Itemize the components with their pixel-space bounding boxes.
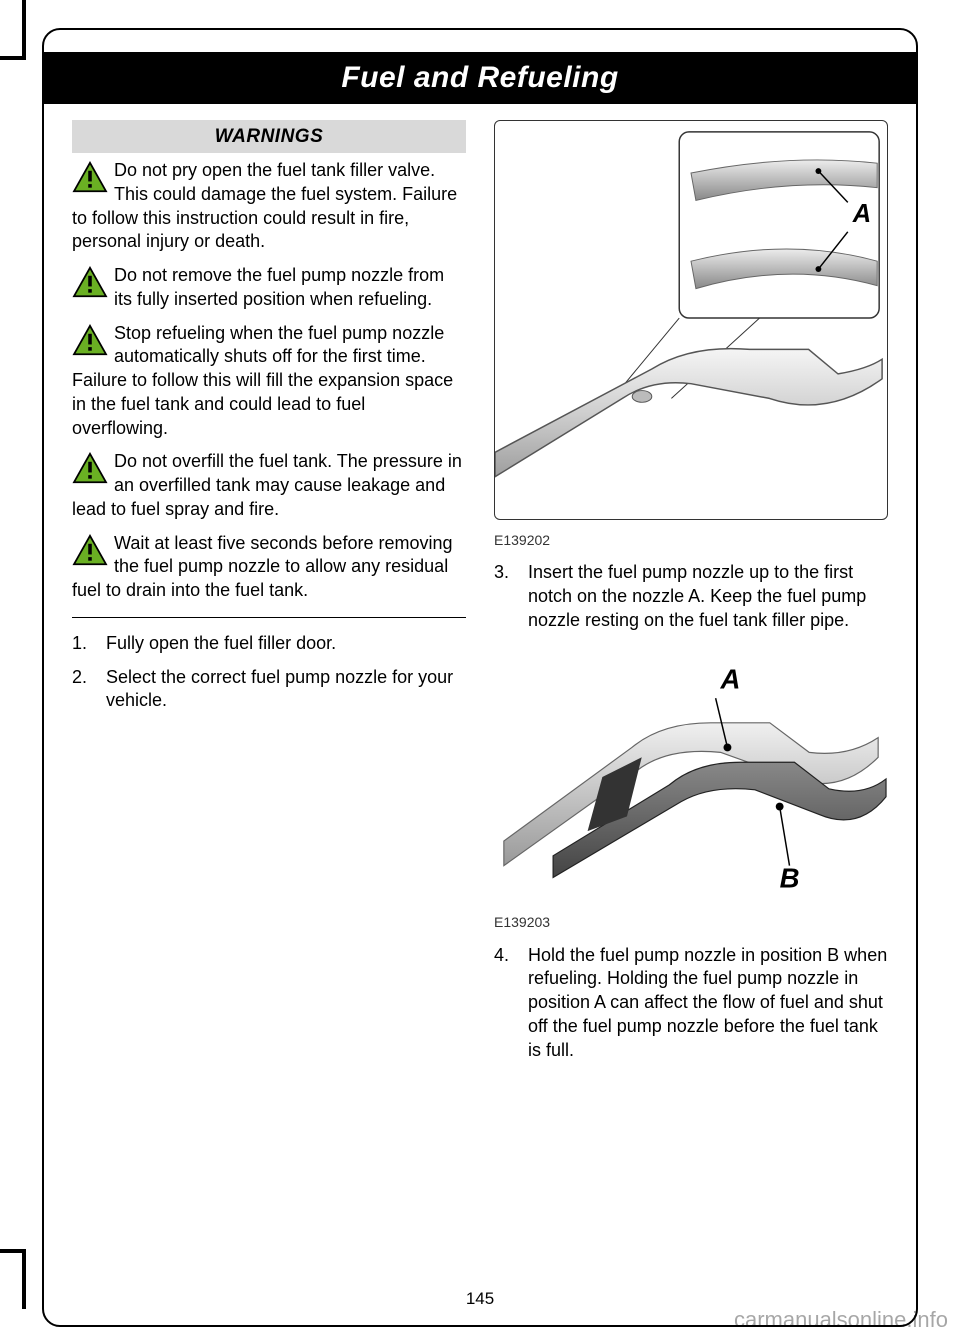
warning-icon: [72, 324, 108, 356]
warning-text: Do not remove the fuel pump nozzle from …: [114, 265, 444, 309]
page-number: 145: [0, 1289, 960, 1309]
warning-text: Wait at least five seconds before removi…: [72, 533, 453, 601]
list-item: 4. Hold the fuel pump nozzle in position…: [494, 944, 888, 1063]
warnings-header: WARNINGS: [72, 120, 466, 153]
figure-caption: E139202: [494, 531, 888, 549]
warning-icon: [72, 452, 108, 484]
step-text: Hold the fuel pump nozzle in position B …: [528, 944, 888, 1063]
list-item: 1. Fully open the fuel filler door.: [72, 632, 466, 656]
step-text: Select the correct fuel pump nozzle for …: [106, 666, 466, 714]
step-number: 4.: [494, 944, 528, 1063]
warning-item: Do not pry open the fuel tank filler val…: [72, 159, 466, 254]
watermark: carmanualsonline.info: [734, 1307, 948, 1333]
header-band: Fuel and Refueling: [44, 52, 916, 104]
warning-icon: [72, 534, 108, 566]
step-number: 2.: [72, 666, 106, 714]
list-item: 3. Insert the fuel pump nozzle up to the…: [494, 561, 888, 632]
figure-caption: E139203: [494, 913, 888, 931]
warning-text: Do not overfill the fuel tank. The press…: [72, 451, 462, 519]
step-number: 1.: [72, 632, 106, 656]
figure-label-a: A: [720, 664, 741, 695]
warning-item: Do not remove the fuel pump nozzle from …: [72, 264, 466, 312]
warning-item: Wait at least five seconds before removi…: [72, 532, 466, 603]
step-text: Fully open the fuel filler door.: [106, 632, 336, 656]
step-number: 3.: [494, 561, 528, 632]
warning-item: Do not overfill the fuel tank. The press…: [72, 450, 466, 521]
warning-text: Do not pry open the fuel tank filler val…: [72, 160, 457, 251]
figure-label-a: A: [852, 200, 871, 228]
warning-icon: [72, 161, 108, 193]
content-area: WARNINGS Do not pry open the fuel tank f…: [72, 120, 888, 1267]
warning-item: Stop refueling when the fuel pump nozzle…: [72, 322, 466, 441]
right-column: A E139202 3. Insert the fuel pump nozzle…: [494, 120, 888, 1267]
steps-list: 1. Fully open the fuel filler door. 2. S…: [72, 617, 466, 713]
crop-mark-top-left: [0, 0, 26, 60]
list-item: 2. Select the correct fuel pump nozzle f…: [72, 666, 466, 714]
warning-icon: [72, 266, 108, 298]
left-column: WARNINGS Do not pry open the fuel tank f…: [72, 120, 466, 1267]
page-title: Fuel and Refueling: [341, 61, 618, 95]
warning-text: Stop refueling when the fuel pump nozzle…: [72, 323, 453, 438]
figure-nozzle-notch: A: [494, 120, 888, 520]
step-text: Insert the fuel pump nozzle up to the fi…: [528, 561, 888, 632]
figure-label-b: B: [780, 863, 800, 894]
figure-nozzle-position: A B: [494, 652, 888, 902]
